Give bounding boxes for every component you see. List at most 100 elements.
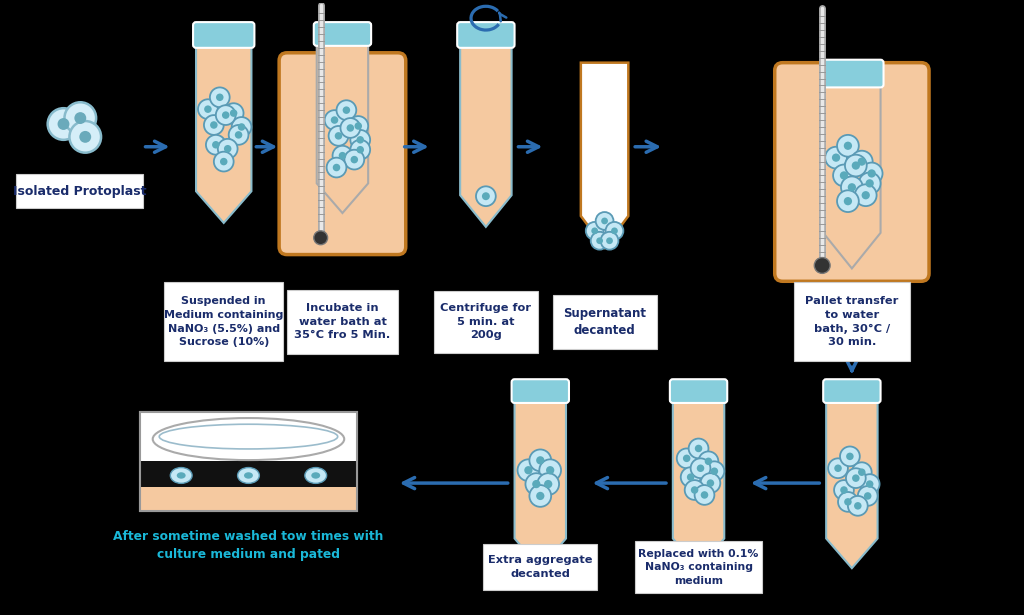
Circle shape [837, 190, 859, 212]
Bar [139, 487, 357, 511]
Circle shape [340, 118, 360, 138]
Circle shape [57, 118, 70, 130]
Circle shape [835, 480, 854, 500]
Ellipse shape [305, 467, 327, 483]
Circle shape [544, 480, 552, 488]
FancyBboxPatch shape [775, 63, 929, 281]
Circle shape [537, 492, 545, 500]
Circle shape [591, 228, 598, 234]
Circle shape [350, 130, 370, 149]
Circle shape [700, 491, 709, 499]
Circle shape [206, 135, 225, 154]
Circle shape [343, 106, 350, 114]
Circle shape [517, 459, 540, 481]
Circle shape [844, 197, 852, 205]
FancyBboxPatch shape [635, 541, 762, 593]
Circle shape [524, 466, 532, 474]
FancyBboxPatch shape [823, 379, 881, 403]
Circle shape [339, 152, 346, 159]
Circle shape [841, 177, 863, 198]
Circle shape [867, 169, 876, 178]
Circle shape [687, 474, 694, 481]
Circle shape [852, 161, 860, 170]
Circle shape [591, 232, 608, 250]
Ellipse shape [244, 472, 253, 478]
Circle shape [234, 131, 243, 138]
FancyBboxPatch shape [457, 22, 515, 48]
Circle shape [231, 117, 252, 137]
Circle shape [690, 458, 711, 478]
Circle shape [596, 212, 613, 230]
FancyBboxPatch shape [553, 295, 656, 349]
Circle shape [831, 154, 840, 162]
Circle shape [601, 218, 608, 224]
Circle shape [350, 156, 358, 164]
Circle shape [860, 474, 880, 494]
Circle shape [828, 458, 848, 478]
FancyBboxPatch shape [165, 282, 283, 362]
Circle shape [537, 456, 545, 464]
Circle shape [218, 139, 238, 159]
Circle shape [216, 93, 223, 101]
Circle shape [840, 172, 848, 180]
Ellipse shape [153, 418, 344, 460]
Text: Supernatant
decanted: Supernatant decanted [563, 307, 646, 337]
Circle shape [70, 121, 101, 153]
Circle shape [844, 498, 852, 506]
Circle shape [858, 469, 865, 476]
Circle shape [866, 480, 873, 488]
Circle shape [685, 480, 705, 500]
Circle shape [216, 105, 236, 125]
Text: Extra aggregate
decanted: Extra aggregate decanted [488, 555, 593, 579]
Circle shape [859, 172, 881, 194]
Circle shape [482, 192, 489, 200]
FancyBboxPatch shape [280, 53, 406, 255]
Circle shape [204, 105, 212, 113]
Circle shape [210, 121, 218, 129]
Circle shape [476, 186, 496, 206]
Circle shape [75, 112, 86, 124]
Circle shape [834, 165, 855, 186]
FancyBboxPatch shape [139, 412, 357, 511]
Polygon shape [316, 43, 369, 213]
Polygon shape [673, 400, 724, 568]
Circle shape [825, 147, 847, 169]
Bar [139, 461, 357, 487]
Circle shape [695, 445, 702, 452]
Circle shape [861, 162, 883, 184]
Circle shape [229, 109, 238, 117]
Circle shape [848, 496, 867, 516]
Circle shape [327, 157, 346, 177]
FancyBboxPatch shape [139, 412, 357, 461]
Circle shape [525, 473, 547, 495]
Circle shape [344, 149, 365, 170]
Circle shape [354, 122, 362, 130]
Circle shape [858, 486, 878, 506]
Circle shape [337, 100, 356, 120]
Circle shape [861, 191, 869, 199]
Circle shape [335, 132, 342, 140]
FancyBboxPatch shape [483, 544, 597, 590]
Circle shape [48, 108, 79, 140]
Circle shape [331, 116, 338, 124]
Circle shape [529, 450, 551, 471]
Circle shape [223, 103, 244, 123]
FancyBboxPatch shape [512, 379, 569, 403]
FancyBboxPatch shape [820, 60, 884, 87]
Circle shape [65, 102, 96, 134]
Circle shape [841, 486, 848, 494]
Circle shape [705, 461, 724, 481]
Circle shape [855, 184, 877, 206]
Polygon shape [460, 45, 512, 227]
Circle shape [691, 486, 698, 494]
Circle shape [852, 474, 859, 482]
Text: Isolated Protoplast: Isolated Protoplast [12, 184, 146, 198]
Circle shape [224, 145, 231, 153]
Circle shape [220, 158, 227, 165]
Polygon shape [823, 84, 881, 268]
Circle shape [79, 131, 91, 143]
Circle shape [681, 467, 700, 487]
Polygon shape [826, 400, 878, 568]
Circle shape [546, 466, 554, 474]
Circle shape [329, 126, 348, 146]
